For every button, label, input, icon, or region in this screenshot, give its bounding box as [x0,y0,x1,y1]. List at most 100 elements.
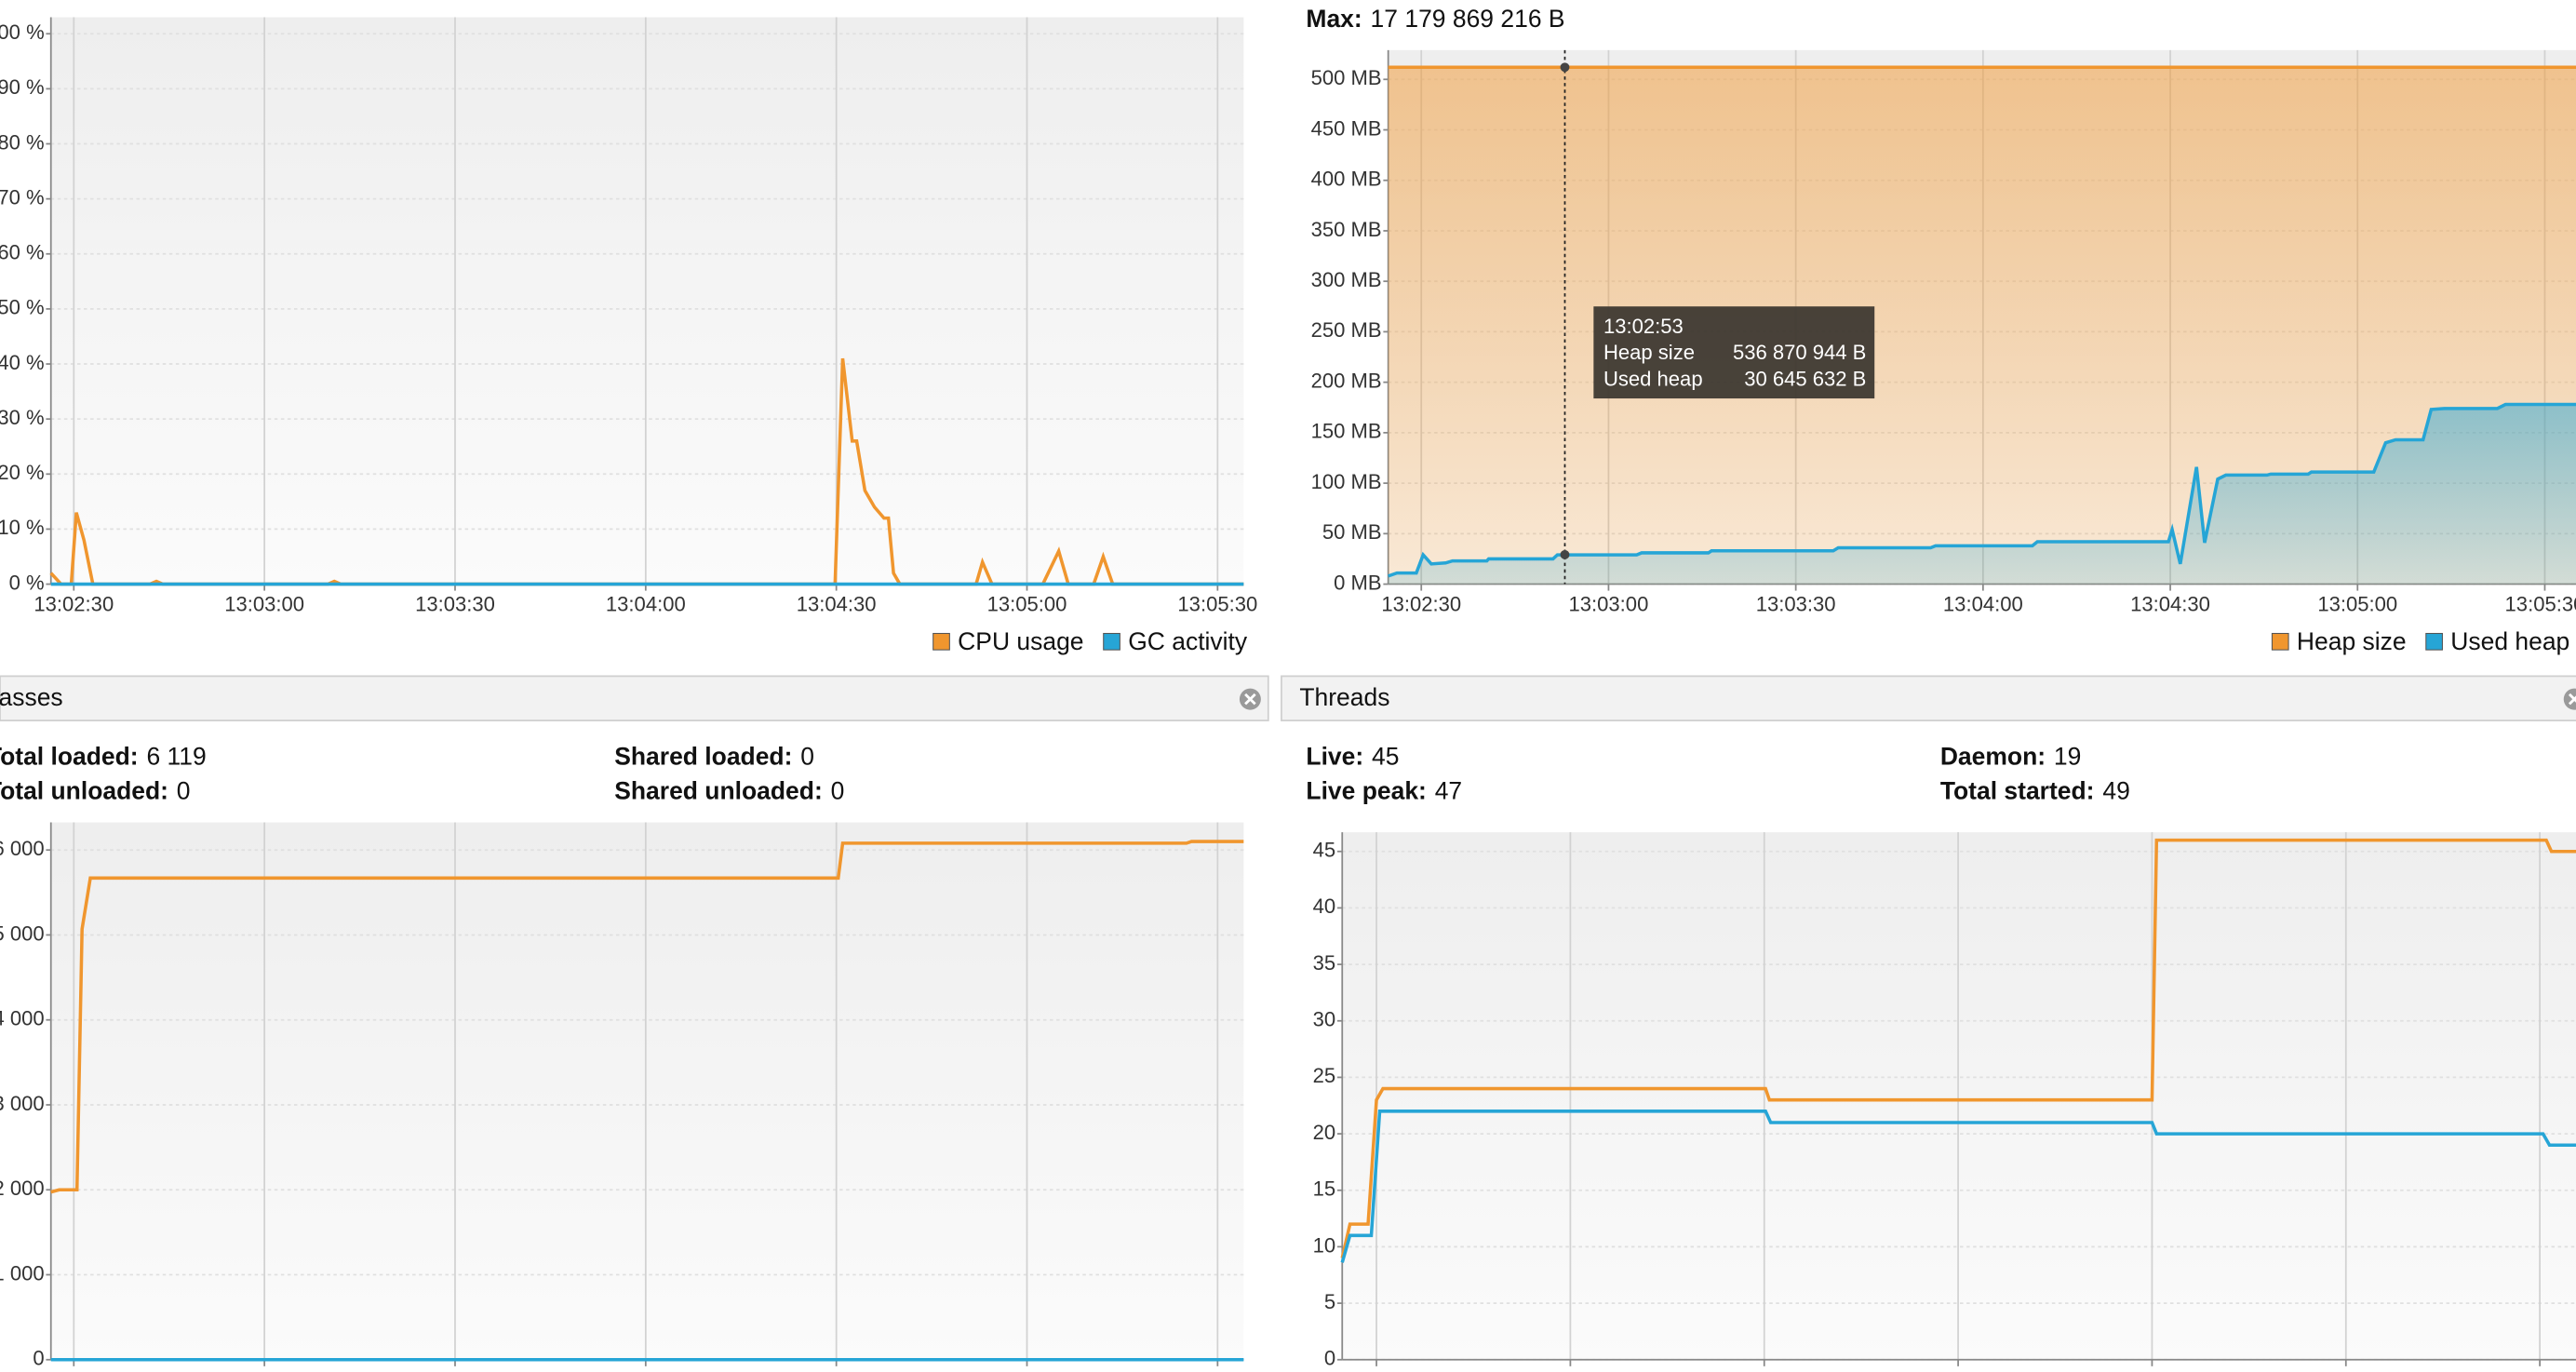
stat-value: 19 [2054,743,2081,771]
x-tick-label: 13:05:30 [1177,1368,1257,1372]
stat-label: Total loaded: [0,743,139,771]
tooltip-time: 13:02:53 [1603,315,1684,338]
y-tick-label: 350 MB [1311,218,1382,241]
stat-value: 0 [831,777,845,805]
legend-swatch [932,632,950,651]
y-tick-label: 100 MB [1311,470,1382,493]
x-tick-label: 13:02:30 [1381,592,1461,615]
series-line [50,840,1244,1194]
close-button[interactable] [2563,688,2576,710]
stat-label: Live peak: [1306,777,1426,805]
x-tick-label: 13:04:30 [797,592,877,615]
y-tick-label: 20 % [0,461,45,484]
x-tick-label: 13:02:30 [34,1368,114,1372]
stat-label: Total started: [1940,777,2095,805]
series-line [1340,1110,2576,1263]
x-tick-label: 13:02:30 [1336,1368,1416,1372]
x-tick-label: 13:04:30 [2113,1368,2193,1372]
y-tick-label: 250 MB [1311,318,1382,342]
stat-value: 47 [1435,777,1462,805]
y-tick-label: 5 000 [0,921,45,945]
legend-label: GC activity [1128,627,1248,655]
y-tick-label: 150 MB [1311,420,1382,443]
x-tick-label: 13:05:00 [2306,1368,2386,1372]
x-tick-label: 13:02:30 [34,592,114,615]
x-tick-label: 13:03:30 [1724,1368,1805,1372]
plot-background [50,17,1244,585]
legend-label: CPU usage [958,627,1083,655]
y-tick-label: 0 % [9,571,45,594]
y-tick-label: 25 [1313,1064,1336,1087]
y-tick-label: 40 % [0,351,45,374]
legend-label: Heap size [2297,627,2407,655]
y-tick-label: 300 MB [1311,268,1382,291]
y-tick-label: 4 000 [0,1007,45,1030]
x-tick-label: 13:05:00 [987,1368,1067,1372]
y-tick-label: 0 [1324,1347,1335,1370]
tooltip-box [1593,306,1875,399]
y-tick-label: 5 [1324,1290,1335,1313]
x-tick-label: 13:03:30 [415,1368,495,1372]
x-tick-label: 13:03:30 [415,592,495,615]
y-tick-label: 10 % [0,516,45,539]
tooltip-value: 536 870 944 B [1733,341,1866,364]
stat-value: 0 [177,777,191,805]
x-tick-label: 13:03:30 [1756,592,1836,615]
stat-label: Shared unloaded: [614,777,823,805]
tooltip-value: 30 645 632 B [1744,367,1866,390]
y-tick-label: 90 % [0,75,45,99]
stat-value: 0 [800,743,814,771]
legend-swatch [2271,632,2289,651]
x-tick-label: 13:05:30 [1177,592,1257,615]
y-tick-label: 45 [1313,839,1336,862]
panel-title: Threads [1299,683,1389,711]
x-tick-label: 13:03:00 [224,1368,304,1372]
stat-value: 49 [2102,777,2129,805]
y-tick-label: 6 000 [0,837,45,860]
stat-value: 6 119 [146,743,206,771]
y-tick-label: 500 MB [1311,66,1382,89]
x-tick-label: 13:04:00 [606,1368,686,1372]
legend-swatch [1103,632,1120,651]
y-tick-label: 80 % [0,130,45,154]
stat-value: 45 [1372,743,1399,771]
y-tick-label: 100 % [0,20,45,44]
y-tick-label: 10 [1313,1233,1336,1257]
y-tick-label: 0 [33,1347,44,1370]
x-tick-label: 13:04:00 [1918,1368,1998,1372]
series-line [1340,838,2576,1258]
x-tick-label: 13:03:00 [1530,1368,1610,1372]
tooltip-name: Used heap [1603,367,1703,390]
y-tick-label: 15 [1313,1177,1336,1201]
stat-label: Daemon: [1940,743,2046,771]
max-value: 17 179 869 216 B [1371,5,1565,33]
close-button[interactable] [1239,688,1261,710]
y-tick-label: 0 MB [1334,571,1381,594]
y-tick-label: 30 % [0,406,45,429]
cursor-dot [1560,549,1570,559]
x-tick-label: 13:05:30 [2505,592,2576,615]
y-tick-label: 1 000 [0,1261,45,1285]
x-tick-label: 13:04:00 [606,592,686,615]
y-tick-label: 20 [1313,1121,1336,1144]
y-tick-label: 200 MB [1311,369,1382,392]
legend-label: Used heap [2450,627,2569,655]
x-tick-label: 13:04:00 [1943,592,2023,615]
y-tick-label: 60 % [0,241,45,264]
y-tick-label: 40 [1313,894,1336,918]
stat-label: Shared loaded: [614,743,792,771]
y-tick-label: 70 % [0,185,45,208]
legend-swatch [2425,632,2443,651]
x-tick-label: 13:04:30 [797,1368,877,1372]
cursor-dot [1560,62,1570,73]
threads-header-bar [1281,675,2576,721]
series-line [1388,402,2576,578]
x-tick-label: 13:05:30 [2500,1368,2576,1372]
y-tick-label: 2 000 [0,1177,45,1200]
area-fill [1388,404,2576,585]
stat-label: Live: [1306,743,1363,771]
x-tick-label: 13:05:00 [2317,592,2397,615]
tooltip-name: Heap size [1603,341,1695,364]
